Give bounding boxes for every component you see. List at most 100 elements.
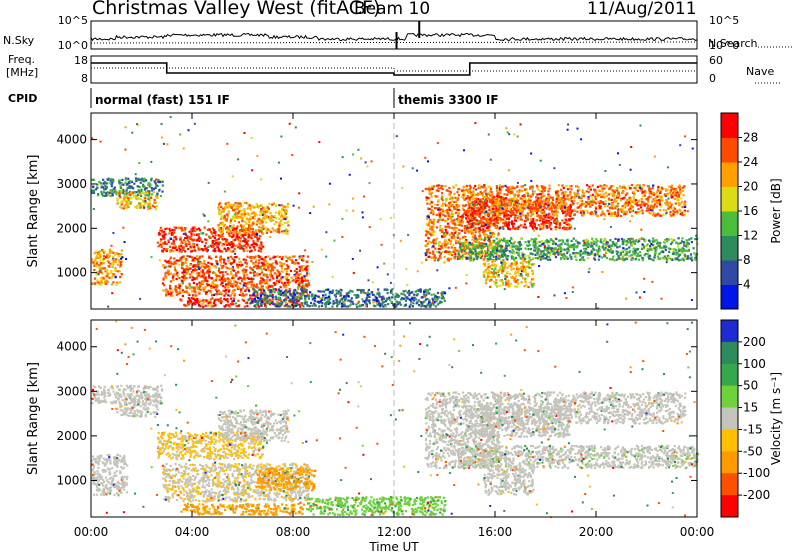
power-cell — [570, 196, 573, 199]
power-cell — [250, 283, 253, 286]
power-cell — [499, 217, 502, 220]
power-cell — [488, 225, 491, 228]
power-cell — [277, 296, 280, 299]
power-cell — [276, 269, 279, 272]
power-cell — [321, 302, 324, 305]
power-cell — [321, 290, 324, 293]
power-cell — [511, 223, 514, 226]
power-cell — [527, 200, 530, 203]
power-cell — [303, 285, 306, 288]
power-cell — [565, 228, 568, 231]
power-cell — [241, 286, 244, 290]
power-cell — [193, 238, 196, 241]
power-cell — [113, 259, 116, 262]
power-cell — [162, 264, 165, 267]
power-cell — [291, 298, 294, 301]
power-cell — [429, 211, 432, 214]
power-cell — [611, 189, 614, 192]
power-cell — [450, 218, 453, 221]
power-cell — [474, 184, 477, 188]
power-cell — [182, 248, 185, 251]
power-cell — [264, 281, 267, 284]
power-cell — [286, 232, 289, 235]
power-cell — [377, 291, 380, 294]
power-cell — [133, 182, 136, 185]
power-cell — [544, 202, 547, 205]
power-cell — [188, 293, 191, 296]
power-cell — [631, 200, 634, 203]
power-cell — [517, 227, 520, 230]
power-cell — [164, 233, 167, 236]
power-cell — [430, 293, 433, 296]
power-cell — [326, 300, 329, 304]
power-cell — [500, 210, 503, 213]
power-cell — [299, 272, 302, 275]
power-cell — [156, 205, 159, 208]
power-cell — [213, 299, 216, 302]
power-cell — [250, 224, 253, 227]
power-cell — [100, 186, 103, 189]
power-cell — [195, 269, 198, 272]
power-cell — [547, 206, 550, 209]
power-cell — [482, 225, 485, 228]
power-cell — [297, 283, 300, 286]
power-cell — [224, 286, 227, 289]
beam-label: Beam 10 — [354, 0, 431, 19]
power-cell — [270, 263, 273, 266]
power-cell — [280, 230, 283, 233]
power-cell — [97, 272, 100, 275]
power-cell — [571, 203, 574, 206]
power-cell — [326, 296, 329, 299]
power-cell — [165, 249, 168, 252]
power-cell — [445, 243, 448, 246]
power-cell — [234, 274, 237, 277]
power-cell — [278, 231, 281, 234]
power-cell — [188, 230, 191, 233]
power-cell — [178, 247, 181, 250]
power-cell — [319, 290, 322, 293]
power-cell — [513, 193, 516, 196]
power-cell — [456, 198, 459, 201]
power-cell — [251, 228, 255, 231]
power-cell — [543, 214, 546, 217]
power-cell — [95, 250, 98, 253]
power-cell — [104, 181, 107, 184]
power-cell — [547, 202, 550, 205]
power-cell — [659, 191, 662, 194]
power-region-5 — [217, 201, 290, 235]
power-cell — [624, 193, 627, 196]
power-cell — [174, 235, 177, 239]
power-cell — [287, 265, 290, 268]
power-cell — [516, 209, 519, 212]
power-cell — [543, 202, 546, 206]
power-cell — [294, 273, 298, 276]
power-cell — [165, 227, 168, 230]
power-cell — [653, 198, 657, 201]
power-cell — [581, 191, 584, 194]
power-cell — [469, 215, 472, 218]
power-cell — [172, 262, 175, 266]
power-cell — [288, 299, 292, 302]
power-cell — [147, 198, 151, 201]
power-cell — [221, 282, 224, 285]
power-cell — [364, 292, 367, 295]
power-cell — [291, 259, 294, 262]
power-cell — [237, 217, 240, 220]
power-cell — [307, 283, 311, 286]
power-cell — [428, 292, 431, 295]
power-cell — [238, 257, 241, 260]
power-cell — [384, 303, 387, 307]
power-cell — [215, 261, 218, 264]
power-cell — [105, 279, 108, 282]
power-cell — [504, 216, 507, 219]
power-cell — [191, 290, 194, 293]
power-cell — [204, 242, 208, 245]
power-cell — [440, 245, 443, 248]
power-cell — [176, 271, 179, 274]
power-cell — [431, 297, 434, 300]
power-cell — [167, 290, 170, 293]
power-cell — [128, 190, 131, 193]
power-cell — [241, 209, 244, 212]
power-cell — [556, 203, 559, 206]
power-cell — [555, 225, 558, 228]
